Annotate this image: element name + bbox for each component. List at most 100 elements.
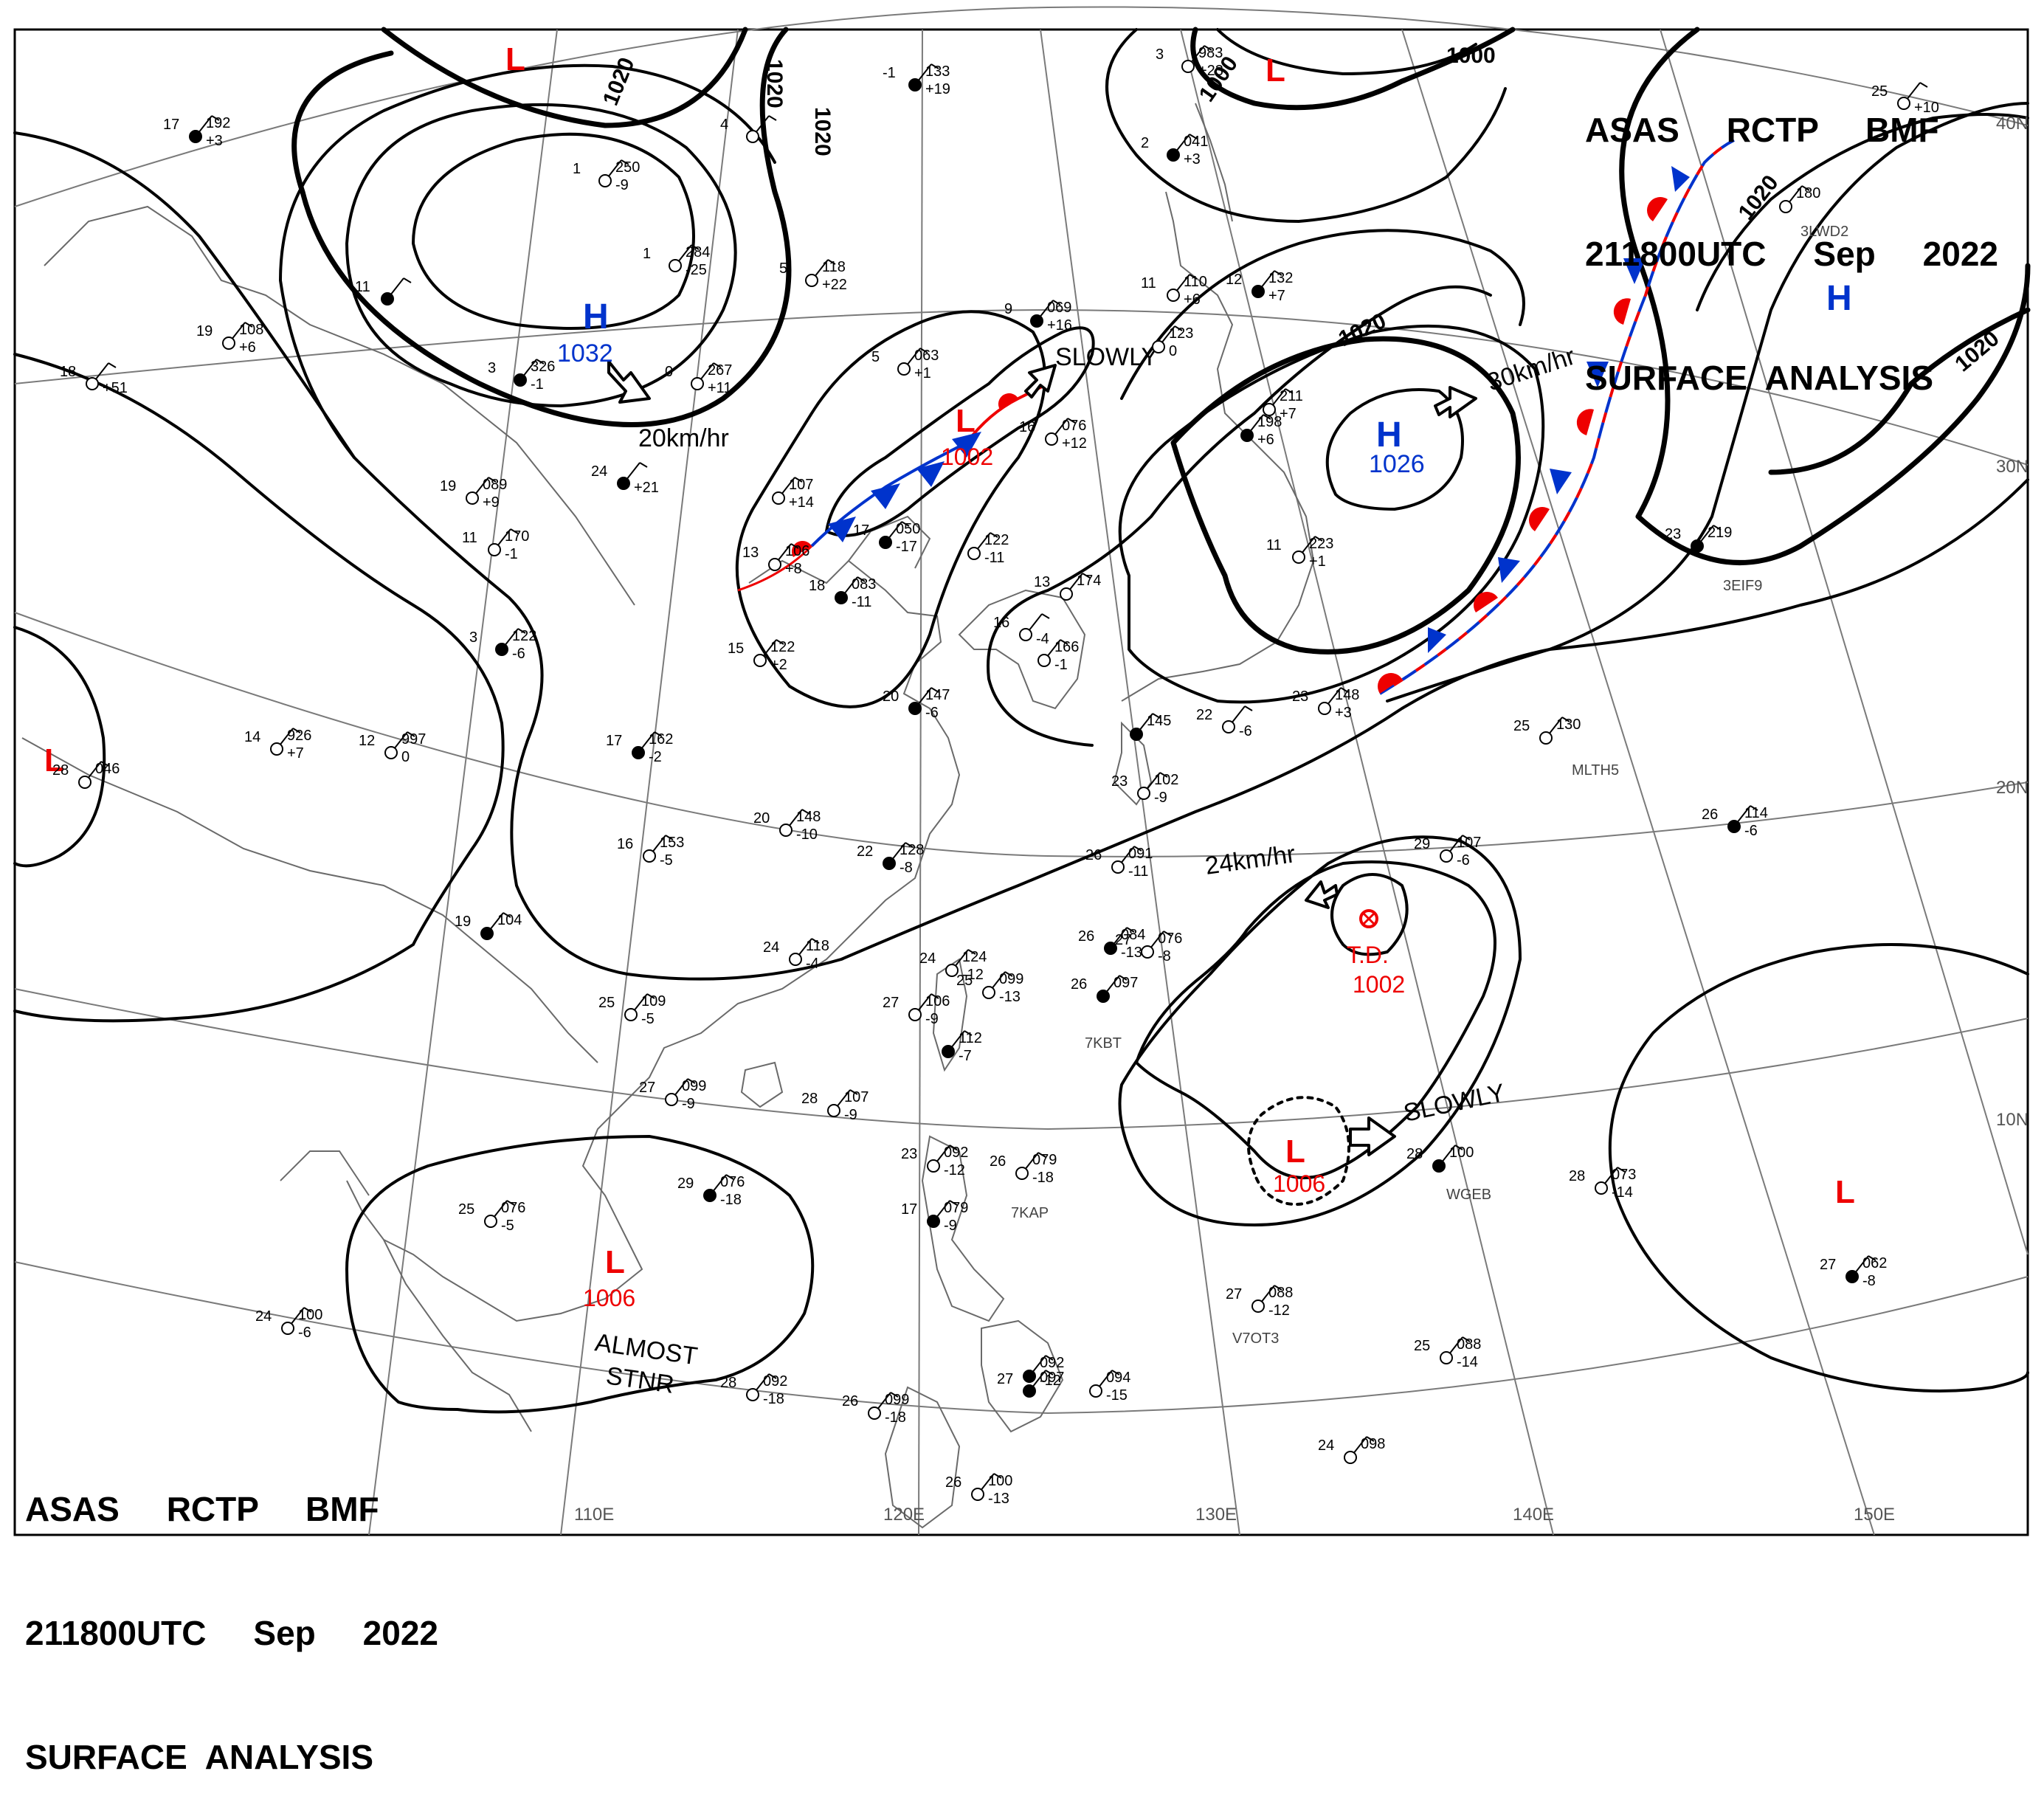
station-pressure: 162 [649,731,673,748]
station-tendency: -9 [615,177,629,193]
wind-barb-flag-icon [488,477,497,483]
wind-barb-flag-icon [1189,274,1198,280]
wind-barb-flag-icon [1126,927,1135,933]
meridian-140e [1180,29,1554,1536]
station-tendency: -9 [1154,790,1167,806]
low-center-pressure: 1002 [941,443,993,470]
station-pressure: 997 [401,731,426,748]
coast-indochina [346,1106,643,1322]
station-tendency: -14 [1457,1354,1478,1370]
station-pressure: 166 [1054,639,1079,655]
station-temperature: 25 [458,1201,474,1218]
title-line: 211800UTC Sep 2022 [1585,235,1998,273]
parallel-40n [14,6,2029,207]
station-tendency: -8 [900,860,913,876]
station-circle-icon [1104,942,1117,955]
station-plot: 24 +21 [591,462,659,496]
front-triangle [1671,166,1690,192]
station-pressure: 219 [1708,525,1732,541]
wind-barb-flag-icon [1274,270,1282,276]
station-circle-icon [1019,628,1032,641]
wind-barb-flag-icon [794,477,803,483]
station-circle-icon [1030,314,1043,328]
coast-malaysia [383,1239,532,1432]
station-plot: 28 100 [1406,1145,1474,1173]
station-pressure: 114 [1744,805,1768,821]
station-temperature: 1 [643,246,651,262]
station-temperature: 16 [1019,419,1035,435]
station-circle-icon [703,1189,717,1202]
station-circle-icon [1137,787,1150,800]
front-semicircle [1473,591,1498,612]
parallel-20n [14,612,2029,857]
wind-barb-flag-icon [1163,931,1172,936]
coast-japan [1121,191,1315,702]
station-tendency: -5 [501,1218,514,1234]
station-pressure: 062 [1862,1255,1887,1271]
station-plot: 4 [720,115,777,143]
station-temperature: 20 [883,688,899,705]
front-semicircle [1613,298,1631,325]
station-circle-icon [189,130,202,143]
station-temperature: 12 [359,733,375,749]
station-plot: 11 223+1 [1266,536,1333,570]
wind-barb-flag-icon [801,809,810,815]
meridian-150e [1401,29,1875,1536]
station-circle-icon [1539,731,1553,745]
station-plot: 22 -6 [1196,705,1253,739]
isobar-east-1 [1386,102,2029,703]
station-plot: 3 326-1 [488,359,555,393]
wind-barb-flag-icon [646,993,655,999]
coastlines [21,103,1315,1529]
wind-barb-flag-icon [930,687,939,693]
wind-barb-flag-icon [1189,134,1198,139]
station-plot: 25 088-14 [1414,1336,1481,1370]
station-tendency: -18 [885,1409,906,1426]
station-id-label: 3LWD2 [1800,224,1848,240]
lat-label: 20N [1996,778,2029,798]
lon-label: 130E [1195,1505,1237,1525]
station-pressure: 091 [1128,846,1153,862]
isobars [13,27,2031,1414]
station-tendency: -11 [852,594,871,610]
station-temperature: 9 [1004,301,1012,317]
station-circle-icon [480,927,494,940]
station-plot: 211+7 [1263,388,1303,422]
station-plot: 23 219 [1665,525,1732,553]
station-pressure: 133 [925,63,950,80]
station-tendency: +6 [239,339,256,356]
station-temperature: 13 [1034,574,1050,590]
station-tendency: -7 [959,1048,972,1064]
station-temperature: 5 [871,349,880,365]
station-temperature: 4 [720,117,728,133]
low-center-symbol: L [956,403,976,439]
station-plot: 1 250-9 [573,159,640,193]
low-center-symbol: L [44,742,64,779]
station-tendency: +6 [1184,291,1201,308]
isobar-high-ring-2 [345,103,737,407]
station-plot: 5 063+1 [871,348,939,382]
station-circle-icon [1263,403,1276,416]
station-pressure: 122 [984,532,1009,548]
station-pressure: 250 [615,159,640,176]
station-circle-icon [488,543,501,556]
station-temperature: 27 [1820,1257,1836,1273]
wind-barb-flag-icon [1133,846,1142,852]
station-pressure: 107 [789,477,813,493]
station-plot: 112-7 [942,1030,982,1064]
station-plot: 19 104 [455,912,522,940]
wind-barb-flag-icon [1045,1370,1054,1376]
station-tendency: -12 [962,967,984,983]
station-circle-icon [779,824,793,837]
front-triangle [1623,258,1646,284]
station-temperature: 25 [1513,718,1530,734]
station-circle-icon [381,292,394,306]
station-circle-icon [1023,1384,1036,1398]
station-circle-icon [805,274,818,287]
station-pressure: 097 [1040,1370,1064,1386]
station-plot: 26 097 [1071,975,1138,1003]
front-semicircle [1576,409,1594,435]
station-plot: 18 083-11 [809,576,876,610]
station-plot: 19 089+9 [440,477,507,511]
cold-front-triangle [871,483,900,509]
